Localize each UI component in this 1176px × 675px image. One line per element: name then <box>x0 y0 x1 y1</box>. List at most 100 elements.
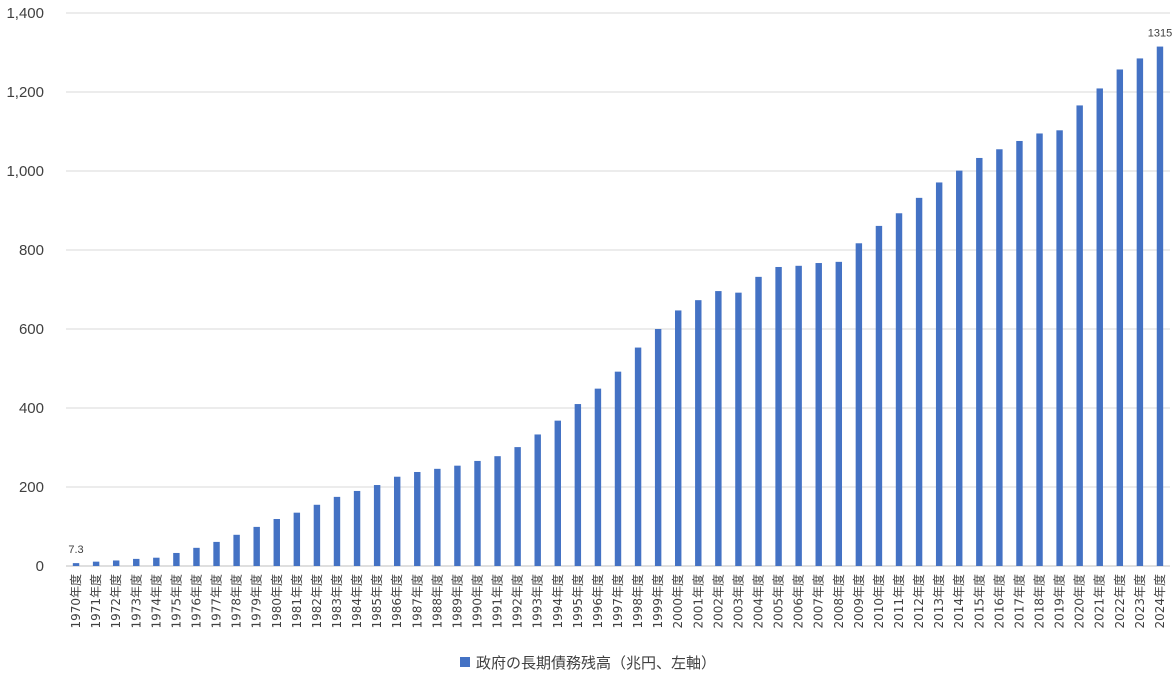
bar <box>735 292 742 566</box>
bar <box>795 265 802 566</box>
x-tick-label: 1980年度 <box>269 574 284 629</box>
x-tick-label: 1974年度 <box>148 574 163 629</box>
bar <box>273 518 280 566</box>
x-tick-label: 1989年度 <box>449 574 464 629</box>
bar <box>213 541 220 566</box>
y-tick-label: 1,200 <box>6 84 44 101</box>
bar <box>875 225 883 566</box>
y-tick-label: 800 <box>19 242 44 259</box>
x-tick-label: 2016年度 <box>991 574 1006 629</box>
bar <box>414 471 421 566</box>
x-tick-label: 2024年度 <box>1152 574 1167 629</box>
x-tick-label: 1983年度 <box>329 574 344 629</box>
x-tick-label: 2017年度 <box>1011 574 1026 629</box>
x-tick-label: 1981年度 <box>289 574 304 629</box>
bar <box>72 563 80 566</box>
x-tick-label: 1979年度 <box>249 574 264 629</box>
y-tick-label: 1,000 <box>6 163 44 180</box>
bar <box>855 243 863 566</box>
bar <box>353 490 361 566</box>
bar <box>815 263 822 566</box>
bar <box>514 447 521 566</box>
x-tick-label: 2008年度 <box>831 574 846 629</box>
x-tick-label: 1972年度 <box>108 574 123 629</box>
bar <box>474 460 481 566</box>
bar <box>112 560 120 566</box>
x-tick-label: 2021年度 <box>1092 574 1107 629</box>
x-tick-label: 1988年度 <box>429 574 444 629</box>
x-tick-label: 2020年度 <box>1072 574 1087 629</box>
x-tick-label: 1971年度 <box>88 574 103 629</box>
bar <box>133 558 140 566</box>
bar <box>715 291 722 566</box>
bar <box>614 371 622 566</box>
bar <box>574 404 582 566</box>
x-tick-label: 1996年度 <box>590 574 605 629</box>
data-label: 1315 <box>1148 28 1172 40</box>
data-labels: 7.3 1315 <box>68 28 1172 557</box>
x-tick-label: 2010年度 <box>871 574 886 629</box>
y-tick-label: 200 <box>19 479 44 496</box>
x-tick-label: 2000年度 <box>670 574 685 629</box>
bars <box>72 46 1164 567</box>
bar <box>895 213 903 566</box>
bar <box>1156 46 1164 566</box>
y-tick-label: 400 <box>19 400 44 417</box>
x-tick-label: 2015年度 <box>971 574 986 629</box>
y-tick-label: 1,400 <box>6 5 44 22</box>
legend-swatch <box>459 657 470 667</box>
bar <box>333 496 341 566</box>
bar <box>534 434 541 566</box>
bar <box>976 157 983 566</box>
bar <box>1056 130 1063 566</box>
legend-label: 政府の長期債務残高（兆円、左軸） <box>475 653 716 672</box>
x-tick-label: 2002年度 <box>710 574 725 629</box>
x-tick-label: 1993年度 <box>530 574 545 629</box>
bar <box>1076 105 1083 567</box>
bar <box>1096 88 1103 566</box>
x-tick-label: 1987年度 <box>409 574 424 629</box>
x-tick-label: 1992年度 <box>510 574 525 629</box>
x-tick-label: 2019年度 <box>1052 574 1067 629</box>
bar <box>996 149 1003 566</box>
bar <box>935 182 943 566</box>
bar <box>915 197 923 567</box>
legend: 政府の長期債務残高（兆円、左軸） <box>0 652 1176 672</box>
y-axis-tick-labels: 0 200 400 600 800 1,000 1,200 1,400 <box>6 5 44 575</box>
x-tick-label: 2007年度 <box>811 574 826 629</box>
bar <box>1016 140 1023 567</box>
x-tick-label: 1990年度 <box>469 574 484 629</box>
x-tick-label: 2001年度 <box>690 574 705 629</box>
data-label: 7.3 <box>68 544 83 556</box>
x-axis-tick-labels: 1970年度 1971年度 1972年度 1973年度 1974年度 1975年度 1976… <box>68 574 1167 629</box>
x-tick-label: 1984年度 <box>349 574 364 629</box>
bar <box>1116 69 1124 567</box>
x-tick-label: 2012年度 <box>911 574 926 629</box>
x-tick-label: 2009年度 <box>851 574 866 629</box>
bar <box>554 420 561 566</box>
x-tick-label: 2005年度 <box>771 574 786 629</box>
bar <box>233 534 240 566</box>
bar <box>373 485 381 566</box>
x-tick-label: 1991年度 <box>490 574 505 629</box>
bar <box>695 300 702 566</box>
bar <box>193 547 200 566</box>
x-tick-label: 2003年度 <box>730 574 745 629</box>
x-tick-label: 2011年度 <box>891 574 906 629</box>
x-tick-label: 1978年度 <box>229 574 244 629</box>
x-tick-label: 1995年度 <box>570 574 585 629</box>
bar <box>1136 58 1144 567</box>
bar <box>434 468 441 566</box>
bar <box>956 170 963 567</box>
bar <box>293 512 301 566</box>
x-tick-label: 2006年度 <box>791 574 806 629</box>
bar <box>835 261 843 566</box>
bar <box>253 526 260 566</box>
bar <box>153 557 160 566</box>
x-tick-label: 1970年度 <box>68 574 83 629</box>
bar <box>173 552 180 566</box>
bar <box>654 329 662 566</box>
bar <box>755 276 762 566</box>
x-tick-label: 2022年度 <box>1112 574 1127 629</box>
